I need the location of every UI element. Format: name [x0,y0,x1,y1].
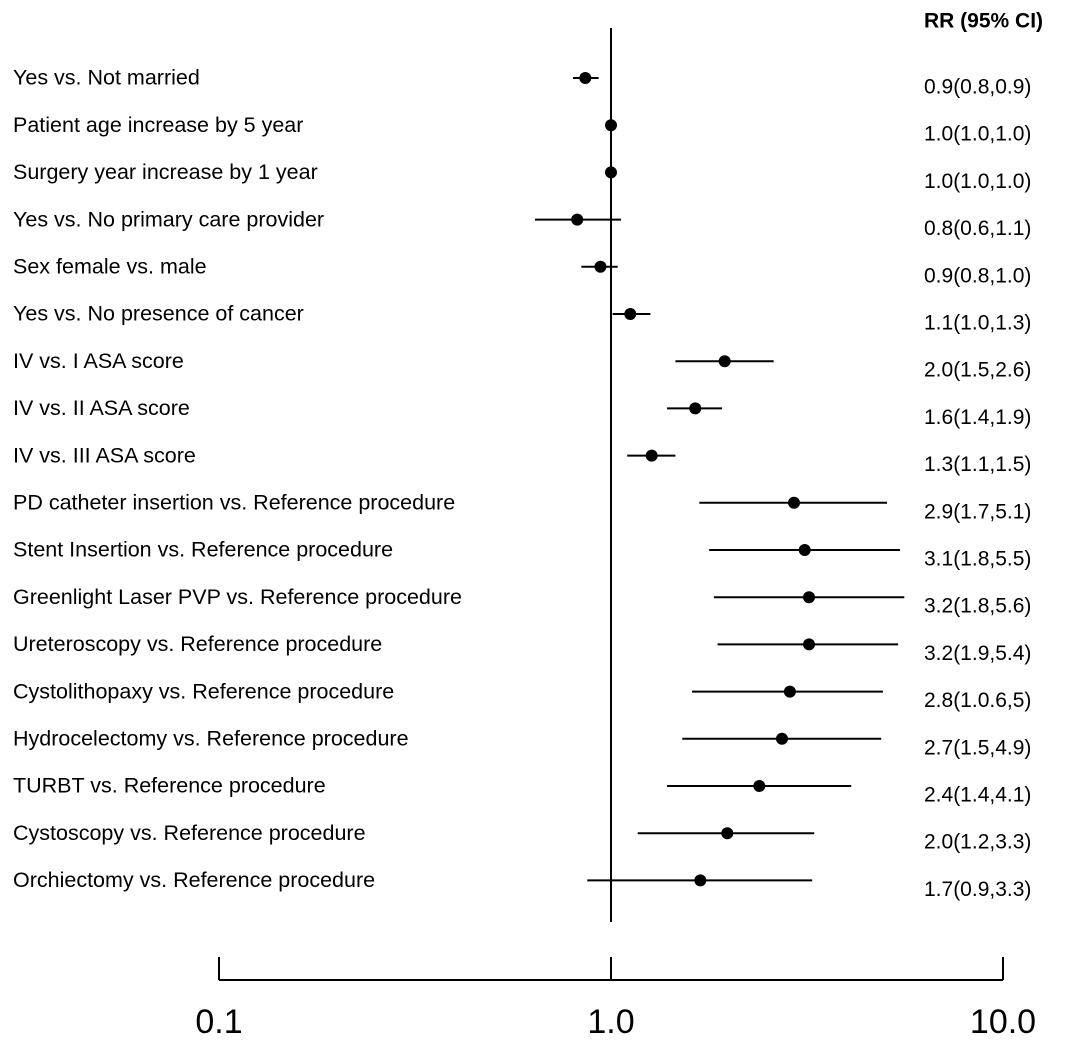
point-estimate [788,496,801,509]
point-estimate [718,355,731,368]
value-label: 1.0(1.0,1.0) [924,123,1031,146]
point-estimate [783,685,796,698]
point-estimate [775,732,788,745]
value-label: 1.7(0.9,3.3) [924,878,1031,901]
row-label: Ureteroscopy vs. Reference procedure [13,632,382,656]
value-label: 1.0(1.0,1.0) [924,170,1031,193]
row-label: Cystolithopaxy vs. Reference procedure [13,679,394,703]
row-label: PD catheter insertion vs. Reference proc… [13,490,455,514]
value-label: 2.7(1.5,4.9) [924,736,1031,759]
row-label: Stent Insertion vs. Reference procedure [13,538,393,562]
row-label: IV vs. III ASA score [13,443,196,467]
value-label: 1.1(1.0,1.3) [924,312,1031,335]
row-label: Orchiectomy vs. Reference procedure [13,868,375,892]
x-tick-label: 10.0 [970,1003,1036,1041]
value-label: 0.8(0.6,1.1) [924,217,1031,240]
x-tick-label: 1.0 [587,1003,634,1041]
point-estimate [689,402,702,415]
row-label: Cystoscopy vs. Reference procedure [13,821,366,845]
row-label: Yes vs. No presence of cancer [13,302,304,326]
row-label: Yes vs. No primary care provider [13,207,324,231]
row-label: Surgery year increase by 1 year [13,160,318,184]
row-label: Hydrocelectomy vs. Reference procedure [13,726,409,750]
point-estimate [803,591,816,604]
value-label: 0.9(0.8,0.9) [924,76,1031,99]
point-estimate [579,72,592,84]
point-estimate [753,780,766,792]
point-estimate [645,449,658,462]
row-label: IV vs. I ASA score [13,349,184,373]
value-label: 2.0(1.5,2.6) [924,359,1031,382]
point-estimate [605,166,617,179]
point-estimate [798,544,811,556]
point-estimate [571,213,584,226]
row-label: Sex female vs. male [13,254,207,278]
point-estimate [721,827,734,840]
value-label: 3.1(1.8,5.5) [924,548,1031,571]
row-label: Yes vs. Not married [13,66,200,90]
value-label-header: RR (95% CI) [924,10,1043,33]
point-estimate [624,308,637,320]
value-label: 0.9(0.8,1.0) [924,264,1031,287]
row-label: Greenlight Laser PVP vs. Reference proce… [13,585,462,609]
x-tick-label: 0.1 [195,1003,242,1041]
value-label: 2.0(1.2,3.3) [924,831,1031,854]
value-label: 1.3(1.1,1.5) [924,453,1031,476]
value-label: 2.4(1.4,4.1) [924,784,1031,807]
value-label: 3.2(1.8,5.6) [924,595,1031,618]
value-label: 2.9(1.7,5.1) [924,500,1031,523]
point-estimate [605,119,617,132]
value-label: 1.6(1.4,1.9) [924,406,1031,429]
row-label: Patient age increase by 5 year [13,113,303,137]
row-label: TURBT vs. Reference procedure [13,774,326,798]
point-estimate [694,874,707,887]
point-estimate [803,638,816,651]
row-label: IV vs. II ASA score [13,396,190,420]
point-estimate [594,260,607,273]
value-label: 2.8(1.0.6,5) [924,689,1031,712]
value-label: 3.2(1.9,5.4) [924,642,1031,665]
